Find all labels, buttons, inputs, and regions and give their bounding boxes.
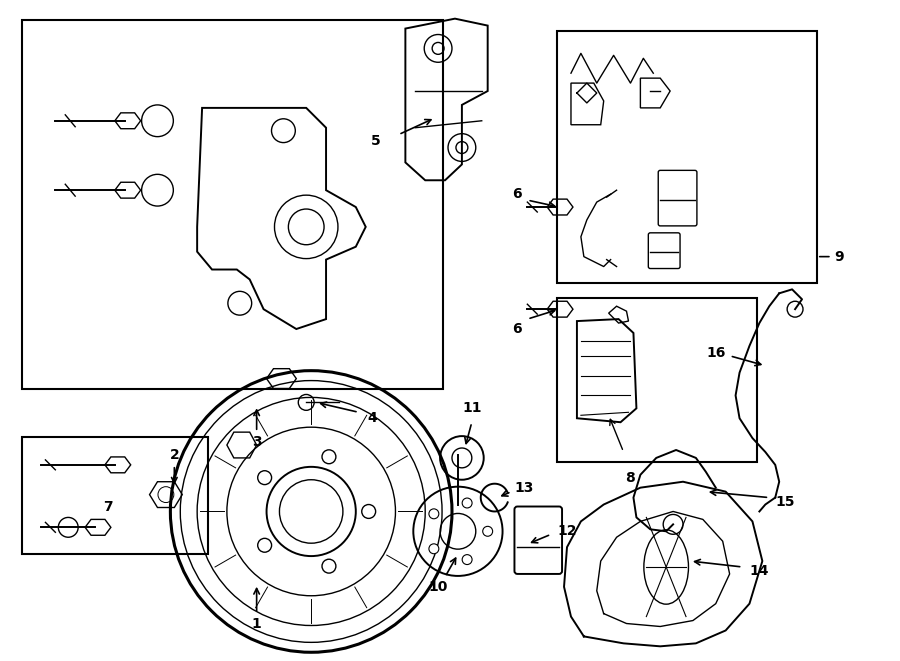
Text: 12: 12 bbox=[557, 524, 577, 538]
Circle shape bbox=[463, 498, 473, 508]
Text: 2: 2 bbox=[169, 448, 179, 462]
Circle shape bbox=[429, 544, 439, 554]
Circle shape bbox=[257, 471, 272, 485]
Circle shape bbox=[298, 395, 314, 410]
Circle shape bbox=[257, 538, 272, 552]
Circle shape bbox=[429, 509, 439, 519]
Text: 5: 5 bbox=[371, 134, 381, 147]
Circle shape bbox=[322, 450, 336, 464]
Text: 8: 8 bbox=[626, 471, 635, 485]
Text: 10: 10 bbox=[428, 580, 448, 594]
Text: 9: 9 bbox=[834, 250, 843, 264]
Bar bbox=[22, 20, 443, 389]
Text: 11: 11 bbox=[462, 401, 482, 415]
Text: 16: 16 bbox=[706, 346, 725, 360]
Text: 6: 6 bbox=[513, 187, 522, 201]
Text: 13: 13 bbox=[515, 481, 534, 494]
Text: 7: 7 bbox=[104, 500, 112, 514]
Bar bbox=[557, 30, 817, 284]
Text: 3: 3 bbox=[252, 435, 262, 449]
Text: 1: 1 bbox=[252, 617, 262, 631]
Circle shape bbox=[362, 504, 375, 518]
Text: 14: 14 bbox=[750, 564, 770, 578]
Text: 4: 4 bbox=[368, 411, 377, 425]
Circle shape bbox=[482, 526, 492, 536]
Bar bbox=[557, 298, 758, 462]
Circle shape bbox=[322, 559, 336, 573]
Text: 15: 15 bbox=[776, 494, 795, 508]
Bar bbox=[22, 437, 208, 554]
Text: 6: 6 bbox=[513, 322, 522, 336]
Circle shape bbox=[463, 555, 473, 564]
